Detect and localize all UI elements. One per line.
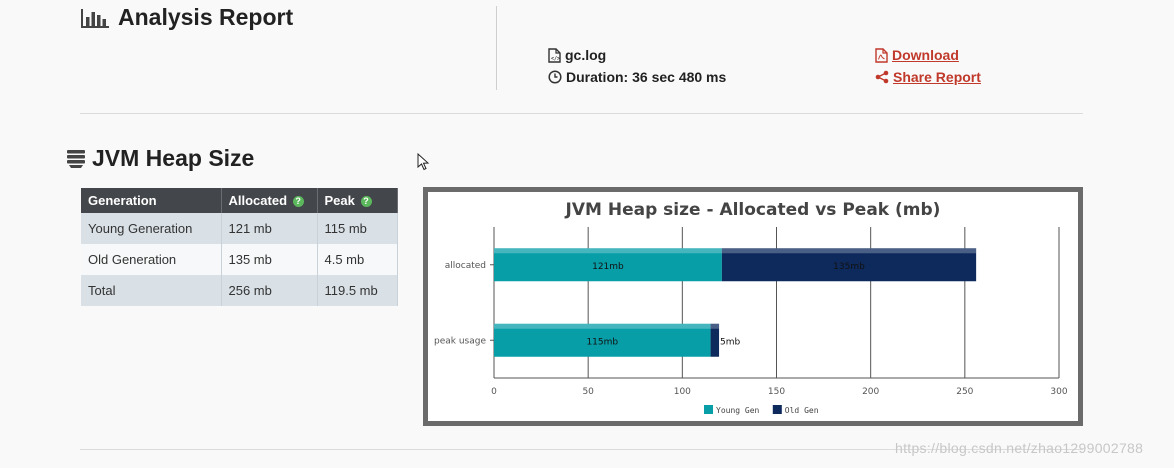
table-cell: Total [81,275,222,306]
table-cell: 119.5 mb [317,275,398,306]
x-tick-label: 150 [768,387,785,397]
bar-data-label: 135mb [833,262,865,272]
pdf-file-icon [875,47,888,63]
watermark: https://blog.csdn.net/zhao1299002788 [895,440,1144,456]
x-tick-label: 0 [491,387,497,397]
bar-highlight [494,248,722,254]
clock-icon [548,70,562,84]
column-header-allocated: Allocated ? [221,188,318,213]
heap-chart-frame: JVM Heap size - Allocated vs Peak (mb) 0 5… [423,187,1083,426]
table-row: Old Generation 135 mb 4.5 mb [81,244,398,275]
heap-section-header: JVM Heap Size [66,145,254,172]
table-cell: 121 mb [221,213,318,244]
bar-segment [494,323,711,357]
table-cell: 256 mb [221,275,318,306]
heap-chart-svg: JVM Heap size - Allocated vs Peak (mb) 0 5… [434,200,1068,415]
table-cell: 135 mb [221,244,318,275]
report-header: Analysis Report [80,4,293,31]
legend-label: Young Gen [716,406,760,415]
table-header-row: Generation Allocated ? Peak ? [81,188,398,213]
bar-segment [710,323,720,357]
x-tick-label: 250 [956,387,973,397]
chart-title: JVM Heap size - Allocated vs Peak (mb) [565,200,941,220]
table-cell: Old Generation [81,244,222,275]
share-icon [875,70,889,84]
mouse-cursor-icon [417,153,430,171]
bar-highlight [710,323,720,329]
bar-data-label: 121mb [592,262,624,272]
section-divider [80,449,1083,450]
x-tick-label: 300 [1050,387,1067,397]
file-meta: </> gc.log Duration: 36 sec 480 ms [548,44,726,88]
share-report-link[interactable]: Share Report [893,69,981,85]
server-stack-icon [67,149,85,168]
table-cell: 4.5 mb [317,244,398,275]
bar-data-label: 115mb [586,337,618,347]
header-divider [496,6,497,90]
table-cell: 115 mb [317,213,398,244]
heap-size-table: Generation Allocated ? Peak ? Young Gene… [81,188,398,306]
table-cell: Young Generation [81,213,222,244]
bar-chart-icon [81,8,109,28]
page-title: Analysis Report [118,4,294,30]
y-category-label: peak usage [434,336,486,346]
x-tick-label: 100 [674,387,691,397]
legend-label: Old Gen [785,406,819,415]
download-link[interactable]: Download [892,47,959,63]
x-tick-label: 50 [582,387,594,397]
svg-text:</>: </> [551,56,560,62]
section-divider [80,113,1083,114]
bar-segment [494,248,722,282]
bar-data-label: 5mb [720,337,740,347]
help-icon[interactable]: ? [360,196,372,208]
file-name: gc.log [565,47,607,63]
bar-highlight [494,323,711,329]
section-title: JVM Heap Size [92,145,255,171]
file-code-icon: </> [548,47,561,63]
help-icon[interactable]: ? [292,196,304,208]
duration-text: Duration: 36 sec 480 ms [566,69,727,85]
legend-swatch [704,405,713,414]
y-category-label: allocated [445,261,486,271]
report-actions: Download Share Report [875,44,981,88]
column-header-generation: Generation [81,188,222,213]
bar-segment [721,248,977,282]
legend-swatch [772,405,782,414]
heap-chart: JVM Heap size - Allocated vs Peak (mb) 0 5… [428,192,1078,421]
table-row: Young Generation 121 mb 115 mb [81,213,398,244]
table-row: Total 256 mb 119.5 mb [81,275,398,306]
bar-highlight [721,248,977,254]
column-header-peak: Peak ? [317,188,398,213]
x-tick-label: 200 [862,387,879,397]
